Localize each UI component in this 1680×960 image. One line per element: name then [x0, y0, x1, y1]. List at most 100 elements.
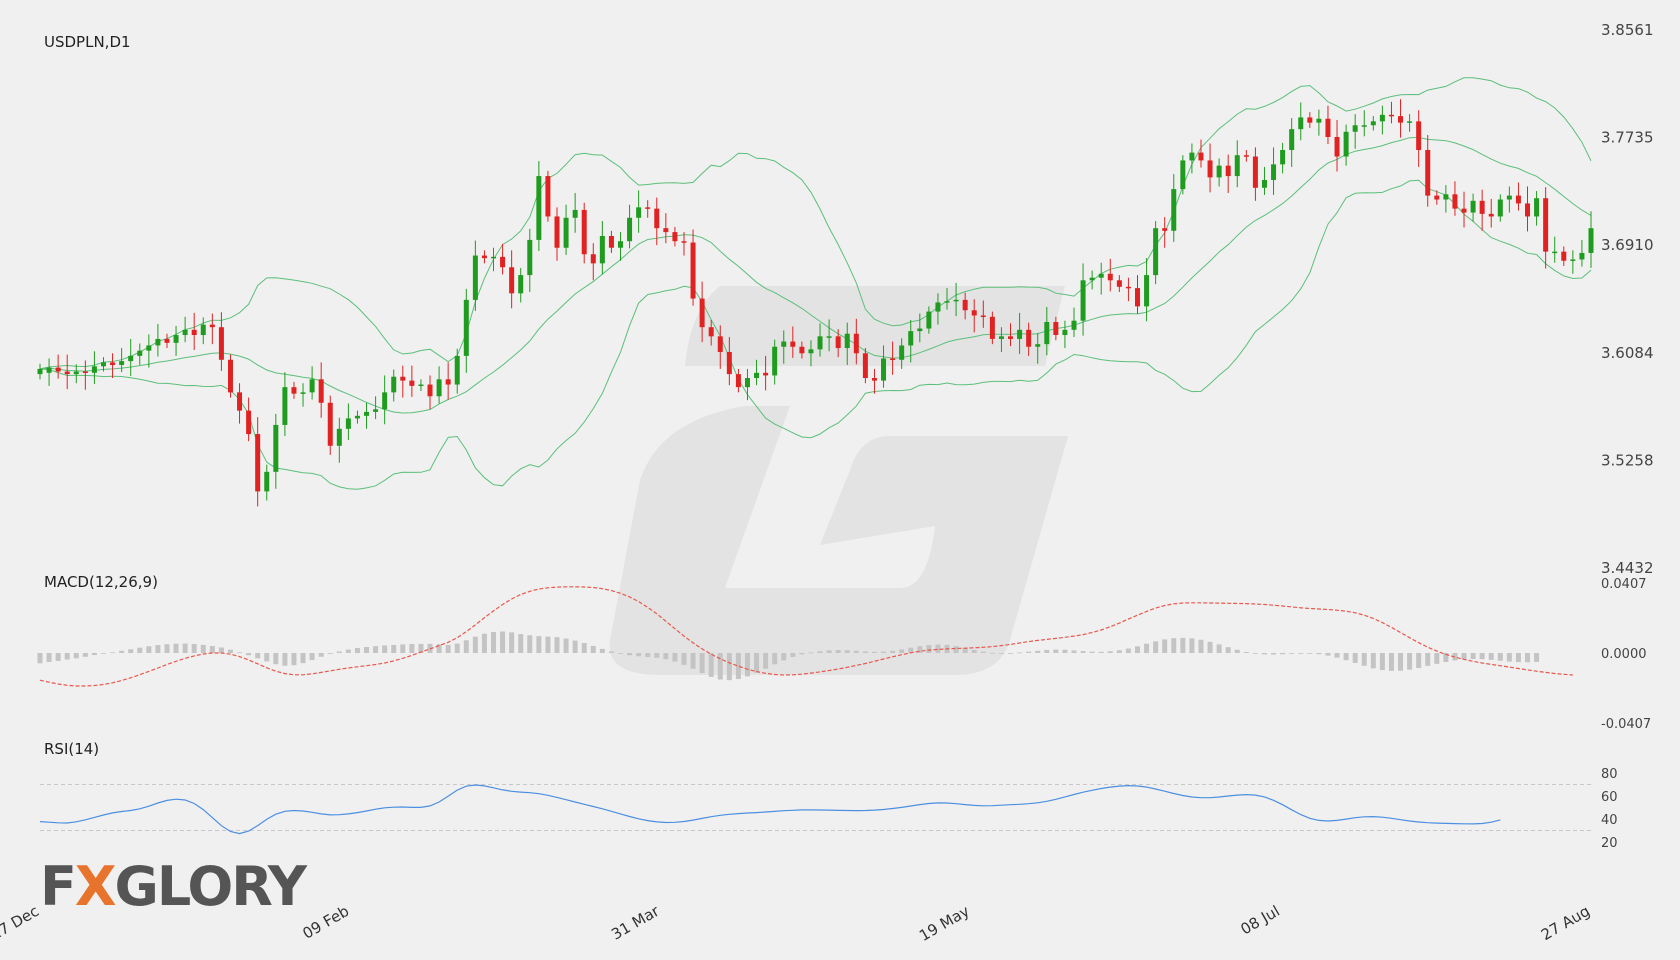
rsi-tick-label: 40 — [1601, 813, 1618, 828]
macd-histogram-bar — [1080, 651, 1086, 653]
macd-histogram-bar — [790, 653, 796, 657]
candle-body — [427, 384, 433, 397]
candle-body — [327, 402, 333, 446]
macd-histogram-bar — [345, 649, 351, 653]
macd-histogram-bar — [1035, 650, 1041, 653]
macd-histogram-bar — [890, 650, 896, 653]
macd-histogram-bar — [418, 643, 424, 653]
macd-histogram-bar — [209, 645, 215, 653]
macd-histogram-bar — [663, 653, 669, 660]
macd-histogram-bar — [572, 640, 578, 653]
date-tick-label: 27 Aug — [1538, 902, 1593, 944]
candle-body — [554, 216, 560, 248]
macd-histogram-bar — [100, 653, 106, 654]
candle-body — [209, 324, 215, 328]
macd-histogram-bar — [608, 651, 614, 653]
macd-signal-line — [39, 586, 1573, 687]
candle-body — [536, 176, 542, 240]
candle-body — [1134, 288, 1140, 307]
price-tick-label: 3.6910 — [1601, 236, 1654, 254]
candle-body — [345, 418, 351, 429]
macd-histogram-bar — [318, 653, 324, 657]
macd-histogram-bar — [917, 646, 923, 653]
date-tick-label: 09 Feb — [300, 902, 353, 943]
candle-body — [971, 310, 977, 316]
candle-body — [1316, 118, 1322, 123]
macd-histogram-bar — [1479, 653, 1485, 660]
bollinger-middle-band — [39, 136, 1592, 414]
macd-label: MACD(12,26,9) — [44, 573, 158, 591]
candle-body — [318, 379, 324, 403]
candle-body — [1407, 121, 1413, 123]
candle-body — [1307, 117, 1313, 123]
macd-histogram-bar — [1461, 653, 1467, 660]
rsi-label: RSI(14) — [44, 740, 99, 758]
macd-histogram-bar — [971, 649, 977, 653]
macd-histogram-bar — [1488, 653, 1494, 660]
candle-body — [291, 387, 297, 394]
macd-histogram-bar — [1525, 653, 1531, 663]
candle-body — [73, 371, 79, 375]
candle-body — [1289, 129, 1295, 151]
macd-histogram-bar — [899, 649, 905, 653]
fxglory-logo: FXGLORY — [40, 855, 307, 918]
candle-body — [1171, 189, 1177, 231]
candle-body — [472, 255, 478, 300]
candle-body — [1098, 273, 1104, 278]
macd-histogram-bar — [763, 653, 769, 669]
macd-histogram-bar — [1388, 653, 1394, 671]
candle-body — [1053, 321, 1059, 336]
macd-tick-label: -0.0407 — [1601, 717, 1651, 732]
macd-histogram-bar — [64, 653, 70, 660]
candle-body — [1552, 251, 1558, 254]
candle-body — [246, 410, 252, 435]
candle-body — [1343, 131, 1349, 157]
macd-histogram-bar — [590, 645, 596, 653]
candle-body — [1370, 121, 1376, 126]
candle-body — [1588, 228, 1594, 253]
macd-histogram-bar — [128, 649, 134, 653]
candle-body — [137, 350, 143, 356]
candle-body — [1080, 280, 1086, 321]
candle-body — [1035, 344, 1041, 347]
candle-body — [935, 302, 941, 312]
macd-histogram-bar — [862, 651, 868, 653]
candle-body — [82, 371, 88, 374]
macd-histogram-bar — [754, 653, 760, 673]
candle-body — [1280, 150, 1286, 165]
macd-histogram-bar — [463, 640, 469, 653]
macd-histogram-bar — [817, 651, 823, 653]
candle-body — [790, 341, 796, 347]
candle-body — [1298, 117, 1304, 130]
candle-body — [1107, 273, 1113, 281]
macd-histogram-bar — [382, 645, 388, 653]
macd-histogram-bar — [282, 653, 288, 666]
macd-axis: 0.0407 0.0000 -0.0407 — [1601, 577, 1651, 732]
macd-histogram — [37, 631, 1540, 681]
macd-histogram-bar — [1053, 649, 1059, 653]
macd-histogram-bar — [853, 650, 859, 653]
candle-body — [1506, 195, 1512, 200]
candle-body — [382, 392, 388, 410]
macd-histogram-bar — [264, 653, 270, 662]
candle-body — [1243, 155, 1249, 157]
candle-body — [300, 392, 306, 394]
candle-body — [645, 207, 651, 209]
macd-histogram-bar — [554, 637, 560, 653]
price-tick-label: 3.7735 — [1601, 129, 1654, 147]
macd-histogram-bar — [962, 647, 968, 653]
macd-histogram-bar — [400, 644, 406, 653]
candle-body — [1008, 336, 1014, 339]
macd-histogram-bar — [1198, 639, 1204, 653]
macd-histogram-bar — [1026, 651, 1032, 653]
macd-histogram-bar — [808, 652, 814, 654]
candle-body — [164, 338, 170, 343]
macd-histogram-bar — [1398, 653, 1404, 671]
candle-body — [481, 255, 487, 259]
macd-histogram-bar — [926, 645, 932, 653]
price-axis: 3.8561 3.7735 3.6910 3.6084 3.5258 3.4432 — [1601, 21, 1654, 577]
macd-histogram-bar — [636, 653, 642, 657]
candle-body — [599, 236, 605, 264]
candle-body — [627, 217, 633, 242]
